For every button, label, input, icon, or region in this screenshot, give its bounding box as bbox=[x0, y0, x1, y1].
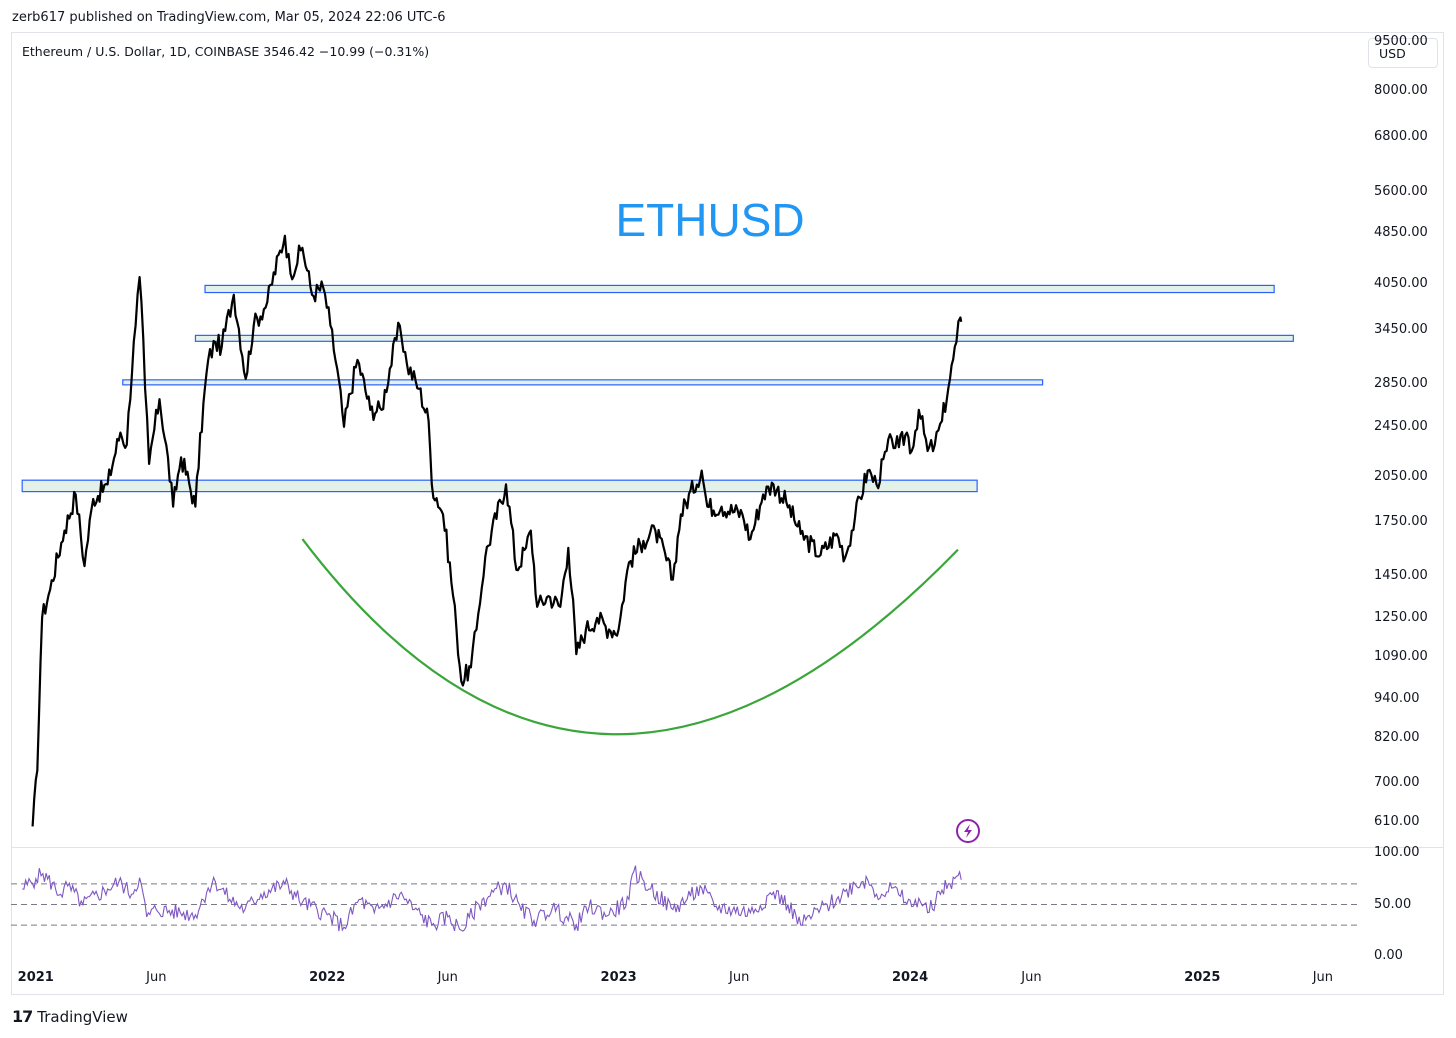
brand-name: TradingView bbox=[37, 1007, 128, 1026]
price-tick-7: 2850.00 bbox=[1374, 375, 1428, 391]
resistance-zone-1[interactable] bbox=[194, 334, 1294, 342]
chart-title: ETHUSD bbox=[615, 194, 804, 246]
price-tick-0: 9500.00 bbox=[1374, 33, 1428, 49]
time-tick-7: Jun bbox=[1021, 970, 1042, 985]
footer-brand[interactable]: 17 TradingView bbox=[12, 1007, 128, 1026]
time-tick-3: Jun bbox=[437, 970, 458, 985]
time-tick-9: Jun bbox=[1312, 970, 1334, 985]
resistance-zone-2[interactable] bbox=[122, 379, 1044, 386]
time-tick-4: 2023 bbox=[600, 970, 637, 985]
price-tick-11: 1450.00 bbox=[1374, 567, 1428, 583]
lightning-bolt-icon bbox=[964, 824, 972, 838]
price-tick-13: 1090.00 bbox=[1374, 648, 1428, 664]
price-tick-4: 4850.00 bbox=[1374, 224, 1428, 240]
price-tick-6: 3450.00 bbox=[1374, 321, 1428, 337]
time-tick-0: 2021 bbox=[17, 970, 54, 985]
price-tick-17: 610.00 bbox=[1374, 813, 1420, 829]
price-tick-15: 820.00 bbox=[1374, 729, 1420, 745]
tradingview-logo-icon: 17 bbox=[12, 1007, 33, 1026]
time-tick-5: Jun bbox=[729, 970, 750, 985]
rsi-line[interactable] bbox=[22, 865, 962, 932]
rsi-tick-2: 0.00 bbox=[1374, 948, 1403, 963]
currency-button[interactable]: USD bbox=[1368, 38, 1438, 68]
price-tick-5: 4050.00 bbox=[1374, 276, 1428, 291]
price-tick-2: 6800.00 bbox=[1374, 128, 1428, 144]
price-tick-9: 2050.00 bbox=[1374, 469, 1428, 485]
price-line[interactable] bbox=[31, 234, 963, 827]
rsi-tick-0: 100.00 bbox=[1374, 845, 1420, 860]
rsi-tick-1: 50.00 bbox=[1374, 896, 1412, 912]
price-tick-8: 2450.00 bbox=[1374, 418, 1428, 434]
time-tick-6: 2024 bbox=[891, 970, 929, 985]
price-tick-14: 940.00 bbox=[1374, 690, 1420, 706]
publisher-text: zerb617 published on TradingView.com, Ma… bbox=[12, 10, 446, 25]
symbol-legend[interactable]: Ethereum / U.S. Dollar, 1D, COINBASE 354… bbox=[22, 44, 430, 59]
pane-separator[interactable] bbox=[11, 847, 1444, 848]
time-tick-8: 2025 bbox=[1184, 970, 1221, 985]
price-tick-1: 8000.00 bbox=[1374, 82, 1428, 98]
price-tick-12: 1250.00 bbox=[1374, 609, 1428, 625]
resistance-zone-0[interactable] bbox=[204, 284, 1275, 294]
cup-arc[interactable] bbox=[301, 538, 959, 736]
chart-frame bbox=[11, 32, 1444, 995]
price-tick-16: 700.00 bbox=[1374, 774, 1420, 790]
time-tick-1: Jun bbox=[146, 970, 167, 985]
time-tick-2: 2022 bbox=[309, 970, 346, 985]
price-tick-3: 5600.00 bbox=[1374, 183, 1428, 199]
resistance-zone-3[interactable] bbox=[21, 479, 978, 493]
price-tick-10: 1750.00 bbox=[1374, 514, 1428, 530]
